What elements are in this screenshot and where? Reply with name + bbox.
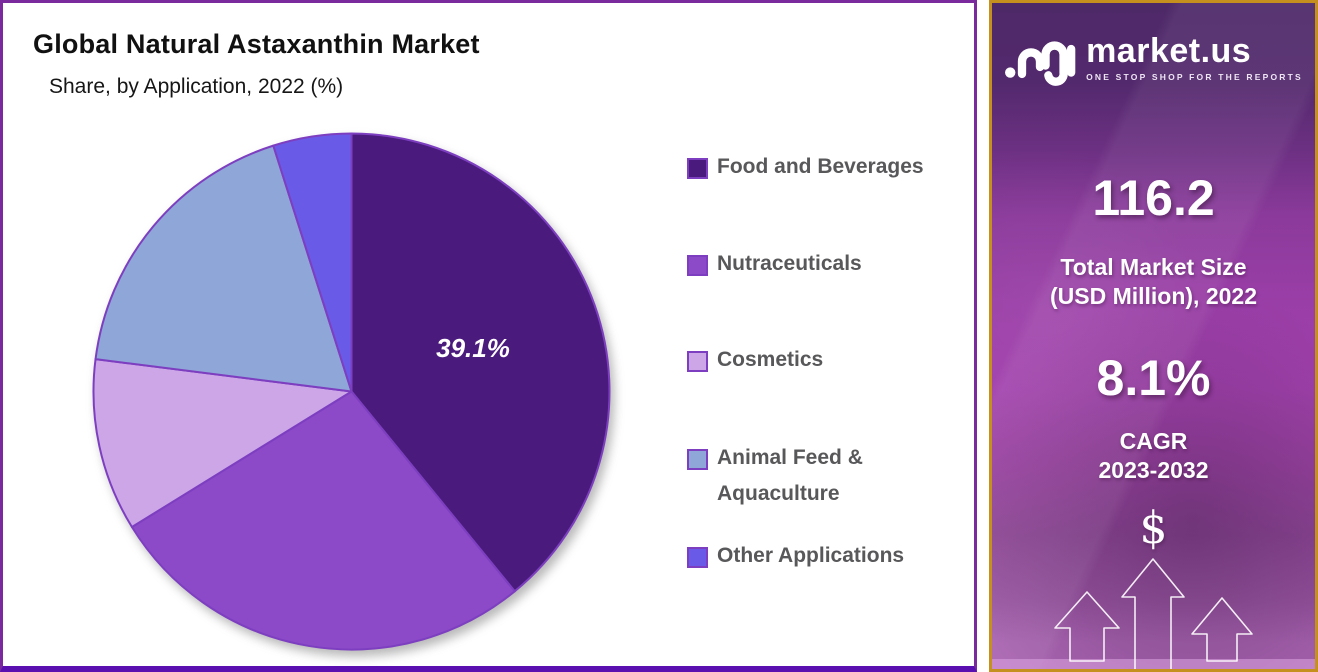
legend-item: Animal Feed & Aquaculture (687, 440, 952, 512)
pie-slice-0 (350, 132, 611, 593)
market-size-label-line2: (USD Million), 2022 (1049, 283, 1258, 309)
legend-item: Nutraceuticals (687, 246, 862, 282)
legend-label: Animal Feed & Aquaculture (717, 446, 863, 505)
pie-slice-2 (92, 358, 353, 528)
marketus-logo-icon (1005, 41, 1076, 86)
bottom-band (992, 659, 1315, 669)
pie-chart-svg: 39.1% (92, 132, 611, 651)
growth-arrows-icon (1054, 558, 1253, 669)
cagr-value: 8.1% (1096, 350, 1211, 406)
up-arrow-middle-icon (1121, 558, 1185, 669)
dollar-icon: $ (1139, 503, 1168, 554)
cagr-label: CAGR 2023-2032 (992, 427, 1315, 485)
market-size-value: 116.2 (1092, 170, 1215, 226)
up-arrow-left-icon (1054, 591, 1120, 662)
legend-label: Nutraceuticals (717, 252, 862, 275)
legend-item: Cosmetics (687, 342, 823, 378)
logo-tagline: ONE STOP SHOP FOR THE REPORTS (1086, 72, 1303, 82)
cagr-label-line2: 2023-2032 (1098, 457, 1209, 483)
market-size-label: Total Market Size (USD Million), 2022 (992, 253, 1315, 311)
legend-swatch-nutraceuticals (687, 255, 708, 276)
legend-swatch-other-applications (687, 547, 708, 568)
legend-label: Cosmetics (717, 348, 824, 371)
logo-wordmark: market.us (1086, 32, 1252, 70)
legend-label: Other Applications (717, 544, 905, 567)
market-size-label-line1: Total Market Size (1060, 254, 1247, 280)
legend-label: Food and Beverages (717, 155, 924, 178)
brand-header: market.us ONE STOP SHOP FOR THE REPORTS (992, 29, 1315, 87)
cagr-label-line1: CAGR (1119, 428, 1188, 454)
chart-subtitle: Share, by Application, 2022 (%) (49, 75, 344, 98)
pie-slice-1 (130, 390, 516, 651)
pie-chart: 39.1% (91, 131, 612, 652)
chart-panel: Global Natural Astaxanthin Market Share,… (0, 0, 977, 672)
up-arrow-right-icon (1191, 597, 1253, 662)
pie-slice-4 (272, 132, 353, 393)
legend-item: Food and Beverages (687, 149, 924, 185)
legend-item: Other Applications (687, 538, 904, 574)
legend-swatch-animal-feed-aquaculture (687, 449, 708, 470)
pie-slice-3 (94, 144, 353, 393)
brand-panel: market.us ONE STOP SHOP FOR THE REPORTS … (989, 0, 1318, 672)
legend-swatch-cosmetics (687, 351, 708, 372)
legend-swatch-food-and-beverages (687, 158, 708, 179)
page-title: Global Natural Astaxanthin Market (33, 29, 480, 59)
pie-slice-label: 39.1% (436, 333, 510, 363)
logo-texts: market.us ONE STOP SHOP FOR THE REPORTS (1086, 34, 1303, 82)
